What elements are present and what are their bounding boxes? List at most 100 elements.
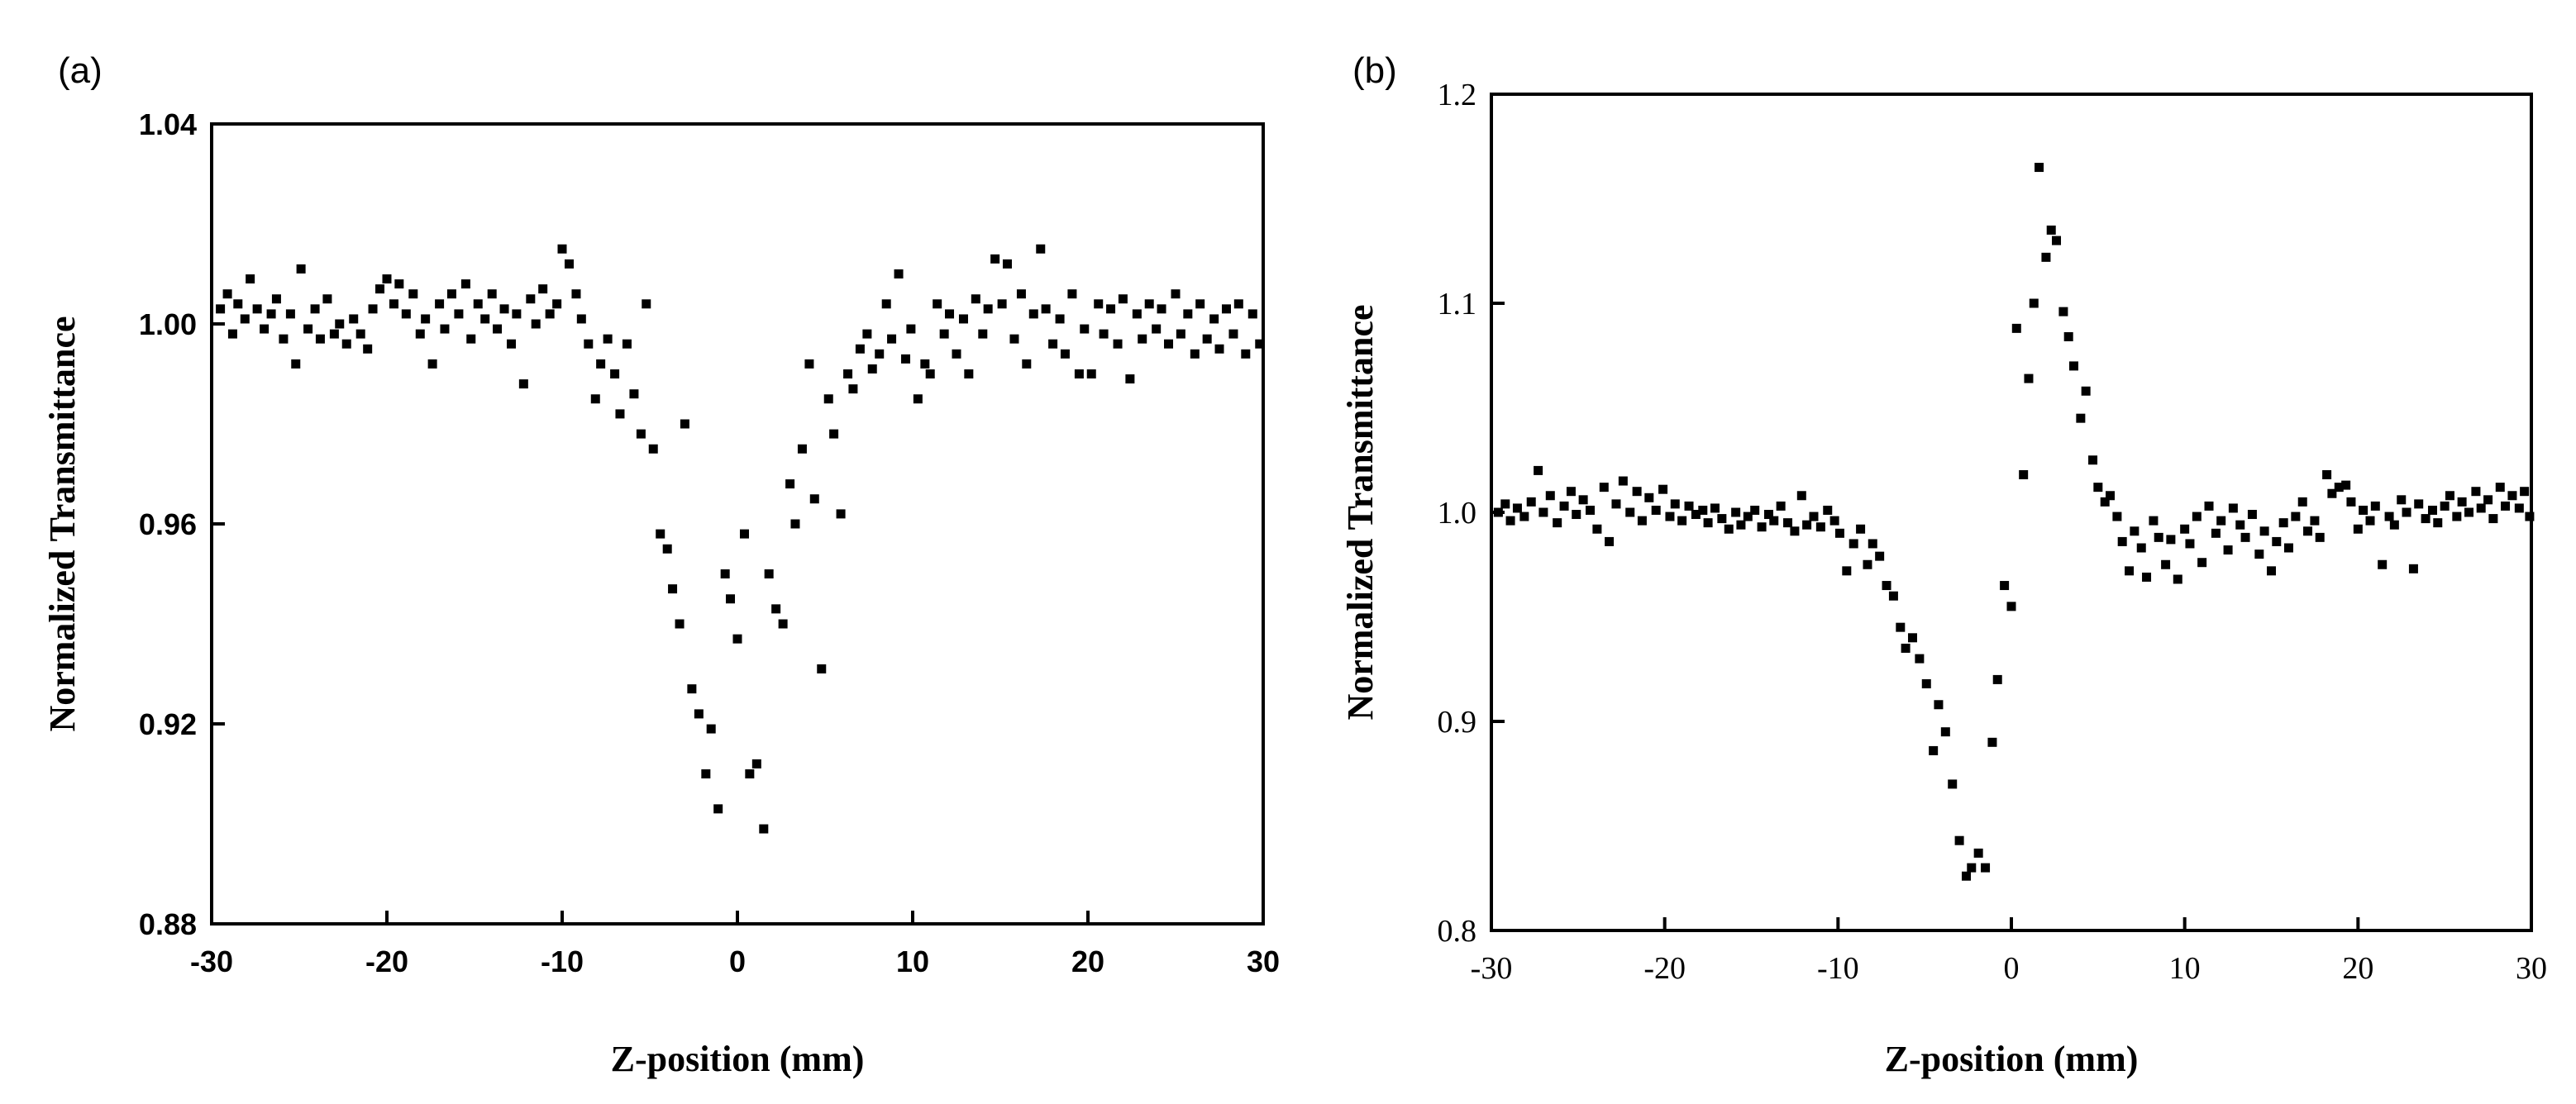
data-point — [2297, 497, 2307, 507]
data-point — [829, 429, 839, 439]
data-point — [1698, 505, 1708, 515]
data-point — [2035, 163, 2044, 173]
data-point — [983, 304, 993, 314]
y-tick-label: 1.2 — [1438, 78, 1477, 112]
data-point — [2149, 516, 2159, 526]
data-point — [2136, 543, 2146, 553]
data-point — [1796, 491, 1806, 501]
data-point — [2483, 495, 2493, 505]
data-point — [2370, 501, 2380, 511]
data-point — [2421, 514, 2431, 524]
data-point — [1118, 294, 1128, 304]
data-point — [2063, 331, 2073, 341]
data-point — [2076, 413, 2086, 423]
data-point — [2353, 524, 2363, 534]
data-point — [2029, 298, 2039, 308]
data-point — [2514, 503, 2524, 513]
data-point — [1233, 299, 1243, 309]
data-point — [2058, 307, 2068, 316]
data-point — [662, 544, 672, 554]
x-tick-label: 20 — [1071, 945, 1104, 978]
data-point — [512, 309, 522, 319]
data-point — [1183, 309, 1193, 319]
data-point — [2495, 483, 2505, 493]
data-point — [1961, 871, 1971, 881]
data-point — [1987, 737, 1997, 747]
data-point — [401, 309, 411, 319]
y-tick-label: 0.9 — [1438, 705, 1477, 740]
data-point — [2185, 539, 2195, 549]
data-point — [706, 724, 716, 734]
data-point — [1757, 522, 1767, 532]
data-point — [552, 299, 562, 309]
data-point — [978, 329, 988, 339]
data-point — [836, 509, 846, 519]
data-point — [279, 334, 289, 344]
data-point — [615, 409, 625, 419]
data-point — [1002, 259, 1012, 269]
data-point — [2310, 516, 2320, 526]
data-point — [480, 314, 490, 324]
panel-a-label: (a) — [58, 50, 103, 91]
data-point — [435, 299, 445, 309]
data-point — [751, 759, 761, 769]
data-point — [881, 299, 891, 309]
data-point — [2457, 497, 2467, 507]
data-point — [368, 304, 378, 314]
panel-b-label: (b) — [1352, 50, 1397, 91]
data-point — [2452, 512, 2462, 521]
data-point — [964, 369, 974, 378]
data-point — [1512, 503, 1522, 513]
x-tick-label: 10 — [896, 945, 929, 978]
data-point — [862, 329, 872, 339]
data-point — [1599, 483, 1609, 493]
data-point — [322, 294, 332, 304]
data-point — [1505, 516, 1515, 526]
data-point — [1171, 289, 1181, 299]
data-point — [507, 339, 517, 349]
data-point — [1750, 505, 1760, 515]
data-point — [2166, 535, 2176, 545]
data-point — [1790, 526, 1800, 536]
data-point — [1586, 505, 1596, 515]
data-point — [1710, 503, 1720, 513]
y-tick-label: 0.92 — [139, 707, 197, 741]
data-point — [315, 334, 325, 344]
data-point — [499, 304, 509, 314]
data-point — [1157, 304, 1166, 314]
panel-b-y-axis-title: Normalized Transmittance — [1340, 304, 1381, 720]
data-point — [1067, 289, 1077, 299]
data-point — [2235, 520, 2245, 530]
data-point — [1915, 654, 1925, 664]
data-point — [2365, 516, 2375, 526]
data-point — [1948, 779, 1958, 789]
data-point — [1545, 491, 1555, 501]
y-tick-label: 0.88 — [139, 907, 197, 941]
data-point — [2192, 512, 2202, 521]
data-point — [925, 369, 935, 378]
data-point — [855, 344, 865, 354]
data-point — [2000, 581, 2010, 591]
data-point — [375, 284, 385, 294]
data-point — [1644, 493, 1654, 502]
data-point — [2408, 564, 2418, 573]
data-point — [2341, 480, 2351, 490]
data-point — [2427, 505, 2437, 515]
data-point — [1605, 536, 1615, 546]
data-point — [487, 289, 497, 299]
data-point — [2011, 323, 2021, 333]
data-point — [1929, 745, 1939, 755]
data-point — [2204, 501, 2214, 511]
data-point — [1717, 514, 1727, 524]
data-point — [355, 329, 365, 339]
data-point — [1138, 334, 1147, 344]
data-point — [2315, 532, 2325, 542]
data-point — [875, 349, 885, 359]
data-point — [1190, 349, 1200, 359]
panel-a-x-axis-title: Z-position (mm) — [611, 1039, 865, 1079]
panel-b: (b) -30 -20 -10 0 10 20 30 0.8 0.9 1.0 1.1 1.2 Z-p… — [1340, 50, 2547, 1079]
data-point — [2106, 491, 2116, 501]
data-point — [906, 324, 916, 334]
data-point — [2507, 491, 2517, 501]
